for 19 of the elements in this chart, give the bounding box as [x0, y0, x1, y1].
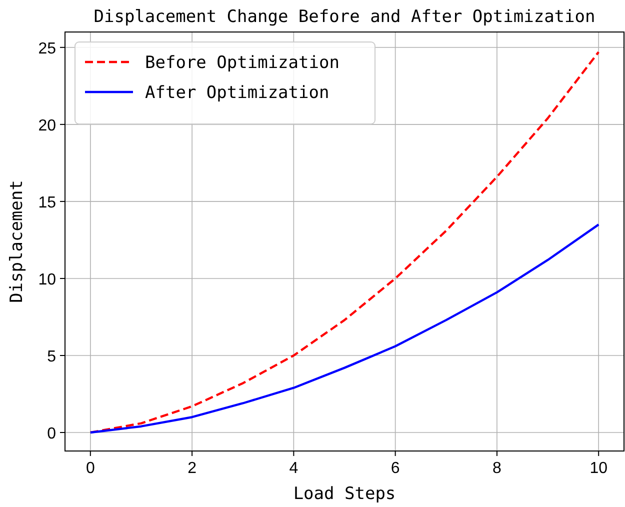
y-axis-title: Displacement: [7, 180, 27, 303]
line-series: [89, 50, 600, 434]
x-tick-label: 8: [492, 460, 502, 477]
x-axis-title: Load Steps: [293, 484, 396, 504]
legend-label: Before Optimization: [145, 53, 340, 73]
y-tick-label: 20: [38, 117, 56, 134]
x-tick-label: 4: [289, 460, 298, 477]
x-tick-label: 10: [590, 460, 608, 477]
legend-label: After Optimization: [145, 83, 330, 103]
y-tick-label: 15: [38, 194, 56, 212]
x-tick-label: 0: [86, 460, 95, 477]
y-tick-label: 0: [47, 426, 56, 443]
chart-title: Displacement Change Before and After Optimization: [94, 7, 596, 27]
y-tick-label: 10: [38, 271, 56, 288]
x-tick-label: 6: [390, 460, 400, 477]
x-tick-label: 2: [188, 460, 197, 477]
y-tick-label: 25: [38, 40, 56, 58]
line-series: [89, 223, 600, 434]
y-tick-label: 5: [47, 348, 56, 366]
